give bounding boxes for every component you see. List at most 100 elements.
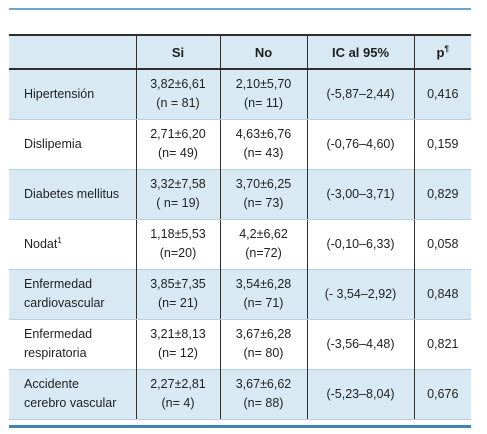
- row-si-n: (n= 4): [161, 396, 195, 410]
- row-variable-text: Dislipemia: [24, 136, 82, 151]
- row-si-mean-sd: 2,71±6,20: [150, 127, 206, 141]
- row-no-n: (n= 73): [243, 196, 284, 210]
- header-variable: [9, 34, 137, 70]
- top-accent-rule: [9, 8, 471, 10]
- row-no-n: (n=72): [245, 246, 282, 260]
- row-p-value-cell: 0,058: [427, 236, 459, 251]
- row-no-cell: 4,2±6,62 (n=72): [220, 219, 308, 269]
- row-p-value-cell: 0,848: [414, 268, 471, 320]
- row-no-cell: 4,63±6,76 (n= 43): [220, 119, 308, 169]
- row-no-cell: 2,10±5,70 (n= 11): [220, 68, 308, 120]
- row-variable-cell: Hipertensión: [9, 68, 137, 120]
- header-ic95: IC al 95%: [307, 34, 415, 70]
- row-si-n: (n = 81): [156, 96, 200, 111]
- results-table: Si No IC al 95% p¶ Hipertensión 3,82±6,61…: [9, 34, 471, 420]
- row-p-value-cell: 0,676: [414, 368, 471, 420]
- row-si-cell: 3,82±6,61 (n = 81): [136, 68, 221, 120]
- row-si-n: ( n= 19): [156, 196, 200, 210]
- table-row: Hipertensión 3,82±6,61 (n = 81) 2,10±5,70 (n…: [9, 68, 471, 120]
- row-variable-cell: Dislipemia: [9, 119, 137, 169]
- table-header-row: Si No IC al 95% p¶: [9, 34, 471, 70]
- row-no-cell: 3,67±6,62 (n= 88): [220, 368, 308, 420]
- row-variable-text: Enfermedad: [24, 327, 93, 341]
- row-variable-label: Accidente: [24, 375, 136, 394]
- row-no-cell: 3,54±6,28 (n= 71): [220, 268, 308, 320]
- row-no-mean-sd: 3,67±6,28: [235, 327, 292, 341]
- row-ic95-cell: (-5,87–2,44): [307, 68, 415, 120]
- header-p-text: p: [436, 44, 445, 60]
- row-no-n: (n= 88): [243, 396, 284, 410]
- row-p-value-cell: 0,159: [427, 136, 459, 151]
- row-si-n: (n=20): [159, 246, 197, 260]
- row-variable-label-line2: cardiovascular: [24, 296, 105, 310]
- row-si-mean-sd: 3,82±6,61: [150, 77, 206, 92]
- row-no-mean-sd: 3,54±6,28: [235, 277, 292, 291]
- table-row: Dislipemia 2,71±6,20 (n= 49) 4,63±6,76 (n= 4…: [9, 119, 471, 169]
- row-si-cell: 3,85±7,35 (n= 21): [136, 268, 221, 320]
- row-no-n: (n= 80): [243, 346, 284, 360]
- header-no: No: [220, 34, 308, 70]
- row-variable-cell: Nodat1: [9, 219, 137, 269]
- table-row: Nodat1 1,18±5,53 (n=20) 4,2±6,62 (n=72) (-0,1…: [9, 219, 471, 269]
- row-si-cell: 3,32±7,58 ( n= 19): [136, 168, 221, 220]
- table-row: Enfermedad cardiovascular 3,85±7,35 (n= 21)…: [9, 268, 471, 320]
- row-no-cell: 3,70±6,25 (n= 73): [220, 168, 308, 220]
- row-variable-footnote-mark: 1: [57, 235, 62, 245]
- row-variable-label: Nodat1: [24, 235, 136, 254]
- row-no-cell: 3,67±6,28 (n= 80): [220, 319, 308, 369]
- row-si-n: (n= 21): [158, 296, 198, 310]
- row-si-cell: 2,27±2,81 (n= 4): [136, 368, 221, 420]
- row-ic95-cell: (-3,56–4,48): [307, 319, 415, 369]
- row-variable-text: Nodat: [24, 236, 58, 251]
- row-variable-text: Accidente: [24, 377, 79, 391]
- row-si-mean-sd: 2,27±2,81: [150, 377, 206, 391]
- row-ic95-cell: (-0,10–6,33): [307, 219, 415, 269]
- row-variable-label: Hipertensión: [24, 85, 136, 104]
- row-variable-text: Hipertensión: [24, 86, 95, 101]
- row-variable-text: Diabetes mellitus: [24, 186, 120, 201]
- row-variable-text: Enfermedad: [24, 277, 93, 291]
- row-p-value-cell: 0,416: [414, 68, 471, 120]
- row-ic95-cell: (-3,00–3,71): [307, 168, 415, 220]
- row-no-n: (n= 71): [243, 296, 284, 310]
- row-variable-label: Enfermedad: [24, 325, 136, 344]
- row-variable-label: Enfermedad: [24, 275, 136, 294]
- row-p-value-cell: 0,821: [427, 336, 459, 351]
- row-ic95-cell: (-0,76–4,60): [307, 119, 415, 169]
- row-variable-label: Diabetes mellitus: [24, 185, 136, 204]
- row-si-cell: 3,21±8,13 (n= 12): [136, 319, 221, 369]
- row-si-mean-sd: 3,32±7,58: [150, 177, 206, 191]
- row-no-mean-sd: 4,2±6,62: [239, 227, 288, 241]
- row-si-cell: 1,18±5,53 (n=20): [136, 219, 221, 269]
- row-ic95-cell: (- 3,54–2,92): [307, 268, 415, 320]
- row-variable-label-line2: cerebro vascular: [24, 396, 117, 410]
- row-no-mean-sd: 4,63±6,76: [235, 127, 292, 141]
- row-no-mean-sd: 3,67±6,62: [235, 377, 292, 391]
- row-p-value-cell: 0,829: [414, 168, 471, 220]
- row-variable-label: Dislipemia: [24, 135, 136, 154]
- row-no-n: (n= 11): [243, 96, 284, 111]
- row-no-n: (n= 43): [243, 146, 284, 160]
- row-variable-cell: Enfermedad respiratoria: [9, 319, 137, 369]
- header-p-footnote-mark: ¶: [444, 44, 449, 54]
- row-ic95-cell: (-5,23–8,04): [307, 368, 415, 420]
- row-si-cell: 2,71±6,20 (n= 49): [136, 119, 221, 169]
- bottom-accent-rule: [9, 425, 471, 428]
- header-p-value: p¶: [414, 34, 471, 70]
- table-row: Accidente cerebro vascular 2,27±2,81 (n= 4)…: [9, 368, 471, 420]
- row-si-mean-sd: 1,18±5,53: [150, 227, 206, 241]
- row-si-mean-sd: 3,21±8,13: [150, 327, 206, 341]
- table-row: Diabetes mellitus 3,32±7,58 ( n= 19) 3,70±6…: [9, 168, 471, 220]
- row-si-n: (n= 12): [158, 346, 198, 360]
- table-row: Enfermedad respiratoria 3,21±8,13 (n= 12) 3,…: [9, 319, 471, 369]
- row-no-mean-sd: 2,10±5,70: [235, 77, 292, 92]
- row-no-mean-sd: 3,70±6,25: [235, 177, 292, 191]
- row-si-n: (n= 49): [158, 146, 198, 160]
- row-variable-cell: Enfermedad cardiovascular: [9, 268, 137, 320]
- table-body: Hipertensión 3,82±6,61 (n = 81) 2,10±5,70 (n…: [9, 68, 471, 420]
- row-variable-cell: Accidente cerebro vascular: [9, 368, 137, 420]
- row-si-mean-sd: 3,85±7,35: [150, 277, 206, 291]
- header-si: Si: [136, 34, 221, 70]
- row-variable-cell: Diabetes mellitus: [9, 168, 137, 220]
- row-variable-label-line2: respiratoria: [24, 346, 87, 360]
